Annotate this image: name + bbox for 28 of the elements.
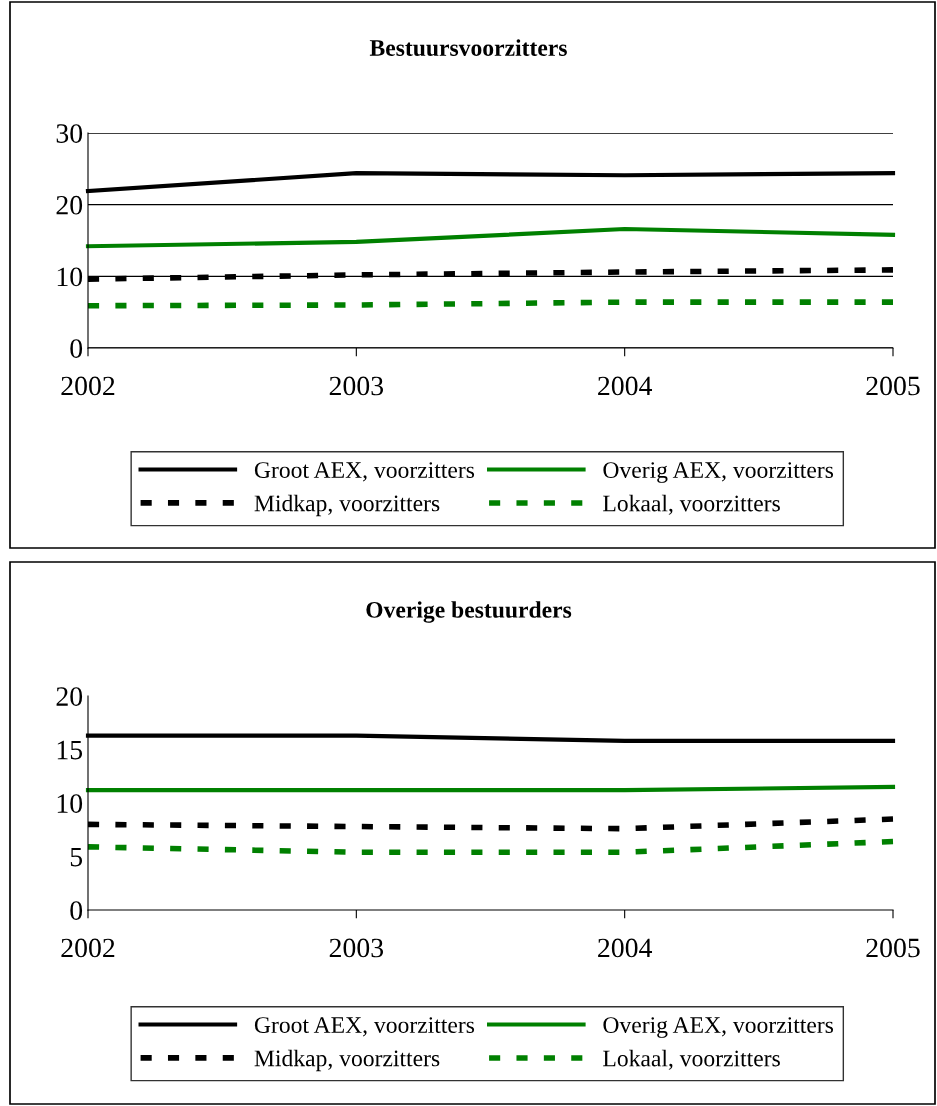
x-tick-label: 2005 [866, 376, 920, 396]
y-tick-label: 20 [56, 195, 83, 215]
legend-label: Midkap, voorzitters [254, 1049, 440, 1072]
legend-label: Lokaal, voorzitters [603, 1049, 780, 1070]
x-tick-label: 2005 [866, 938, 920, 958]
y-tick-label: 20 [56, 687, 83, 706]
y-tick-label: 15 [57, 740, 83, 760]
y-tick-label: 10 [57, 794, 83, 813]
x-tick-label: 2004 [598, 376, 653, 396]
legend-label: Midkap, voorzitters [254, 494, 440, 517]
legend-label: Overig AEX, voorzitters [603, 1017, 834, 1038]
x-tick-label: 2003 [329, 376, 384, 396]
y-tick-label: 0 [70, 339, 83, 358]
x-tick-label: 2004 [598, 938, 653, 958]
y-tick-label: 30 [56, 124, 83, 143]
legend-label: Lokaal, voorzitters [603, 494, 780, 515]
x-tick-label: 2003 [329, 938, 384, 958]
chart-title: Bestuursvoorzitters [369, 39, 567, 56]
legend-label: Groot AEX, voorzitters [254, 462, 475, 482]
x-tick-label: 2002 [61, 376, 115, 396]
chart-title: Overige bestuurders [366, 601, 572, 623]
line-series [85, 226, 896, 249]
legend-label: Overig AEX, voorzitters [603, 462, 834, 483]
x-tick-label: 2002 [61, 938, 115, 958]
y-tick-label: 0 [70, 901, 83, 920]
y-tick-label: 10 [57, 267, 83, 287]
legend-label: Groot AEX, voorzitters [254, 1017, 475, 1037]
y-tick-label: 5 [70, 847, 83, 867]
